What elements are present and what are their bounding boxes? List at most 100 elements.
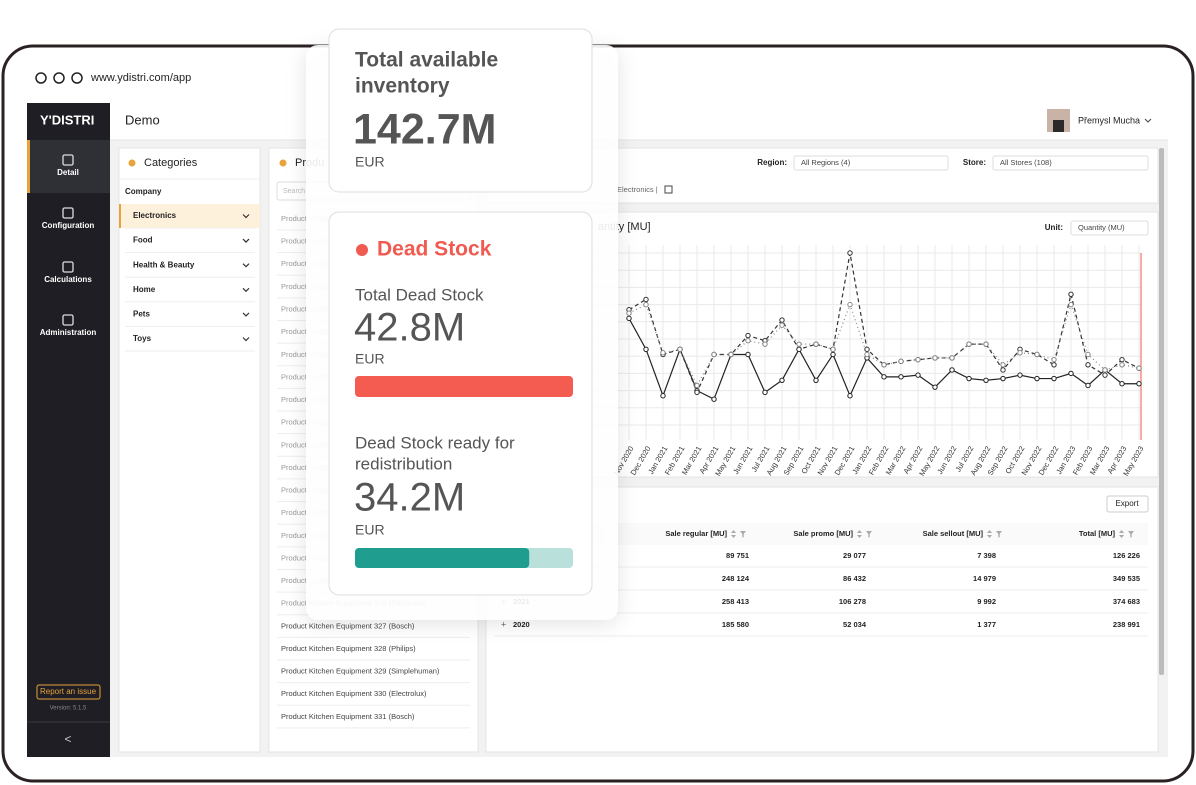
link-icon[interactable] (664, 185, 673, 194)
product-item[interactable]: Product Kitchen Equipment 329 (Simplehum… (281, 667, 440, 676)
nav-active-bar (27, 140, 30, 193)
overlay: Total available inventory 142.7M EUR Dea… (306, 28, 618, 620)
point (966, 341, 972, 347)
product-item[interactable]: Product (281, 418, 308, 427)
product-item[interactable]: Product (281, 237, 308, 246)
nav-label[interactable]: Detail (57, 168, 79, 177)
point (881, 362, 887, 368)
report-label[interactable]: Report an issue (40, 687, 97, 696)
point (796, 341, 802, 347)
product-item[interactable]: Product Kitchen Equipment 331 (Bosch) (281, 712, 415, 721)
scrollbar (1159, 148, 1164, 675)
nav-label[interactable]: Administration (40, 328, 97, 337)
product-item[interactable]: Product (281, 440, 308, 449)
point (1000, 367, 1006, 373)
search-placeholder[interactable]: Search (283, 188, 305, 195)
product-item[interactable]: Product (281, 282, 308, 291)
chevron (242, 214, 250, 219)
point (694, 382, 700, 389)
product-item[interactable]: Product Kitchen Equipment 328 (Philips) (281, 644, 416, 653)
card-unit: EUR (355, 154, 385, 170)
collapse[interactable]: < (64, 732, 71, 746)
point (1102, 367, 1108, 373)
point (1034, 375, 1040, 382)
region-value[interactable]: All Regions (4) (801, 158, 851, 167)
category-item[interactable]: Pets (133, 310, 150, 319)
product-item[interactable]: Product (281, 214, 308, 223)
card-title: Dead Stock (377, 238, 492, 261)
point (847, 301, 853, 308)
point (711, 351, 717, 358)
chevron (1144, 118, 1152, 123)
point (847, 250, 853, 256)
product-item[interactable]: Product (281, 531, 308, 540)
url: www.ydistri.com/app (90, 72, 191, 84)
store-value[interactable]: All Stores (108) (1000, 158, 1052, 167)
product-item[interactable]: Product (281, 486, 308, 495)
product-item[interactable]: Product (281, 576, 308, 585)
product-item[interactable]: Product (281, 305, 308, 314)
product-item[interactable]: Product (281, 553, 308, 562)
point (1000, 375, 1006, 382)
product-item[interactable]: Product (281, 259, 308, 268)
category-item[interactable]: Electronics (133, 211, 177, 220)
nav-label[interactable]: Configuration (42, 221, 95, 230)
nav-icon (62, 261, 74, 273)
category-item[interactable]: Food (133, 236, 153, 245)
column-header[interactable]: Total [MU] (1079, 529, 1116, 538)
product-item[interactable]: Product (281, 508, 308, 517)
window-dot (53, 72, 65, 84)
filter-icon (1128, 531, 1134, 538)
report-button[interactable] (36, 684, 101, 700)
region-select[interactable] (793, 155, 949, 171)
metric-value: 42.8M (354, 306, 465, 350)
point (949, 355, 955, 361)
chevron (242, 287, 250, 293)
filter-icon (866, 531, 872, 538)
point (983, 377, 989, 383)
metric-label: Total Dead Stock (355, 285, 484, 304)
unit-select[interactable] (1070, 220, 1149, 236)
nav-icon (62, 207, 74, 219)
nav-label[interactable]: Calculations (44, 275, 92, 284)
point (626, 315, 632, 322)
user-name[interactable]: Přemysl Mucha (1078, 115, 1140, 125)
export-button[interactable] (1106, 495, 1149, 513)
ready-bar (355, 548, 530, 568)
point (1085, 351, 1091, 358)
product-item[interactable]: Product (281, 350, 308, 359)
point (643, 296, 649, 303)
cell: 86 432 (843, 574, 866, 583)
cell: 238 991 (1113, 620, 1140, 629)
product-item[interactable]: Product Kitchen Equipment 330 (Electrolu… (281, 689, 427, 698)
card-title: Total available (355, 49, 498, 72)
product-item[interactable]: Product Kitchen Equipment 327 (Bosch) (281, 621, 415, 630)
column-header[interactable]: Sale sellout [MU] (923, 529, 984, 538)
export-label[interactable]: Export (1115, 499, 1139, 508)
product-item[interactable]: Product (281, 395, 308, 404)
column-header[interactable]: Sale regular [MU] (665, 529, 727, 538)
company: Company (125, 187, 162, 196)
filter-icon (740, 531, 746, 538)
cell: 349 535 (1113, 574, 1140, 583)
category-item[interactable]: Health & Beauty (133, 260, 195, 269)
point (1034, 351, 1040, 358)
point (1119, 362, 1125, 368)
version: Version: 5.1.5 (50, 706, 87, 712)
window-dot (35, 72, 47, 84)
store-select[interactable] (992, 155, 1149, 171)
sort-icon (987, 530, 992, 538)
point (864, 351, 870, 358)
metric-label: Dead Stock ready for (355, 433, 515, 452)
product-item[interactable]: Product (281, 372, 308, 381)
product-item[interactable]: Product (281, 463, 308, 472)
category-item[interactable]: Home (133, 285, 156, 294)
category-selected (119, 204, 260, 228)
column-header[interactable]: Sale promo [MU] (793, 529, 853, 538)
point (745, 338, 751, 344)
product-item[interactable]: Product (281, 327, 308, 336)
unit-value[interactable]: Quantity (MU) (1078, 223, 1125, 232)
point (1136, 365, 1142, 371)
category-item[interactable]: Toys (133, 334, 152, 343)
